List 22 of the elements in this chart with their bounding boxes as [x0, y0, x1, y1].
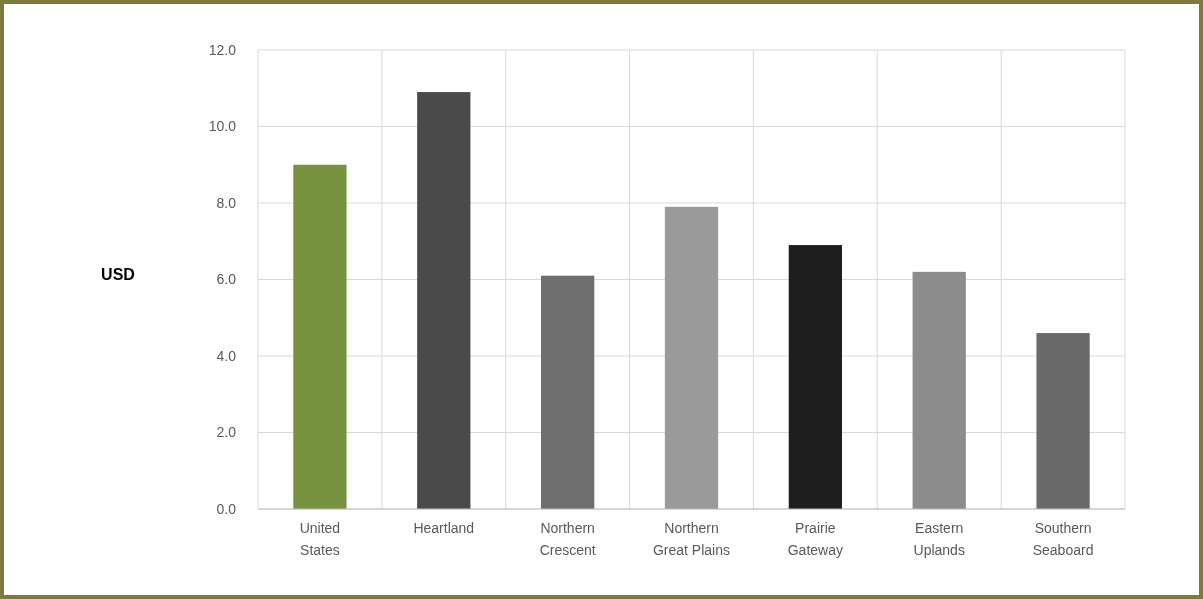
bar [788, 245, 842, 509]
y-tick-label: 8.0 [216, 194, 237, 211]
x-tick-label: Prairie Gateway [787, 520, 843, 558]
y-tick-label: 6.0 [216, 271, 237, 288]
bar [541, 275, 595, 509]
x-tick-label: Northern Great Plains [652, 520, 731, 558]
y-tick-label: 12.0 [208, 41, 237, 58]
bar [912, 271, 966, 509]
bar [664, 206, 719, 509]
bar [293, 164, 347, 509]
x-tick-label: Eastern Uplands [913, 520, 965, 558]
y-tick-label: 2.0 [216, 424, 237, 441]
x-tick-label: Heartland [413, 520, 475, 536]
x-tick-label: United States [299, 520, 341, 558]
y-tick-label: 4.0 [216, 347, 237, 364]
y-axis-title: USD [101, 266, 135, 283]
x-tick-label: Northern Crescent [539, 520, 596, 558]
x-tick-label: Southern Seaboard [1032, 520, 1094, 558]
bar [1036, 333, 1090, 509]
bar [417, 92, 471, 509]
y-tick-label: 0.0 [216, 500, 237, 517]
y-tick-label: 10.0 [208, 118, 237, 135]
